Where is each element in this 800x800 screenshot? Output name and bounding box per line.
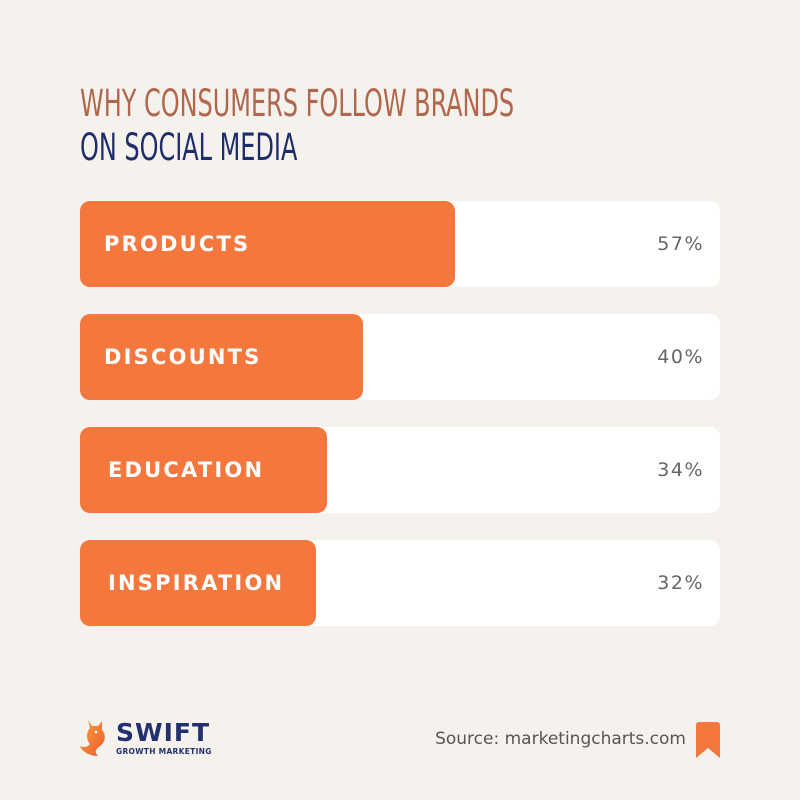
logo-tagline: GROWTH MARKETING [116, 746, 212, 756]
bar-row-discounts: DISCOUNTS 40% [80, 314, 720, 400]
logo-name: SWIFT [116, 717, 211, 747]
bar-fill [80, 314, 363, 400]
bar-chart: PRODUCTS 57% DISCOUNTS 40% EDUCATION 34%… [80, 201, 720, 653]
bar-label: DISCOUNTS [104, 345, 262, 369]
source-text: Source: marketingcharts.com [435, 729, 686, 749]
bar-label: PRODUCTS [104, 232, 251, 256]
bar-row-inspiration: INSPIRATION 32% [80, 540, 720, 626]
title-line-2: ON SOCIAL MEDIA [80, 126, 298, 169]
chart-title: WHY CONSUMERS FOLLOW BRANDS ON SOCIAL ME… [80, 82, 683, 170]
bar-fill [80, 540, 316, 626]
brand-logo: SWIFT GROWTH MARKETING [78, 718, 212, 758]
bar-value: 57% [657, 233, 704, 255]
bar-value: 32% [657, 572, 704, 594]
bookmark-icon[interactable] [696, 722, 720, 758]
bar-fill [80, 201, 456, 287]
title-line-1: WHY CONSUMERS FOLLOW BRANDS [80, 82, 515, 125]
bar-fill [80, 427, 328, 513]
fox-logo-icon [80, 720, 105, 756]
bar-value: 40% [657, 346, 704, 368]
bar-value: 34% [657, 459, 704, 481]
bar-label: INSPIRATION [108, 571, 285, 595]
bar-row-education: EDUCATION 34% [80, 427, 720, 513]
bar-row-products: PRODUCTS 57% [80, 201, 720, 287]
bar-label: EDUCATION [108, 458, 265, 482]
